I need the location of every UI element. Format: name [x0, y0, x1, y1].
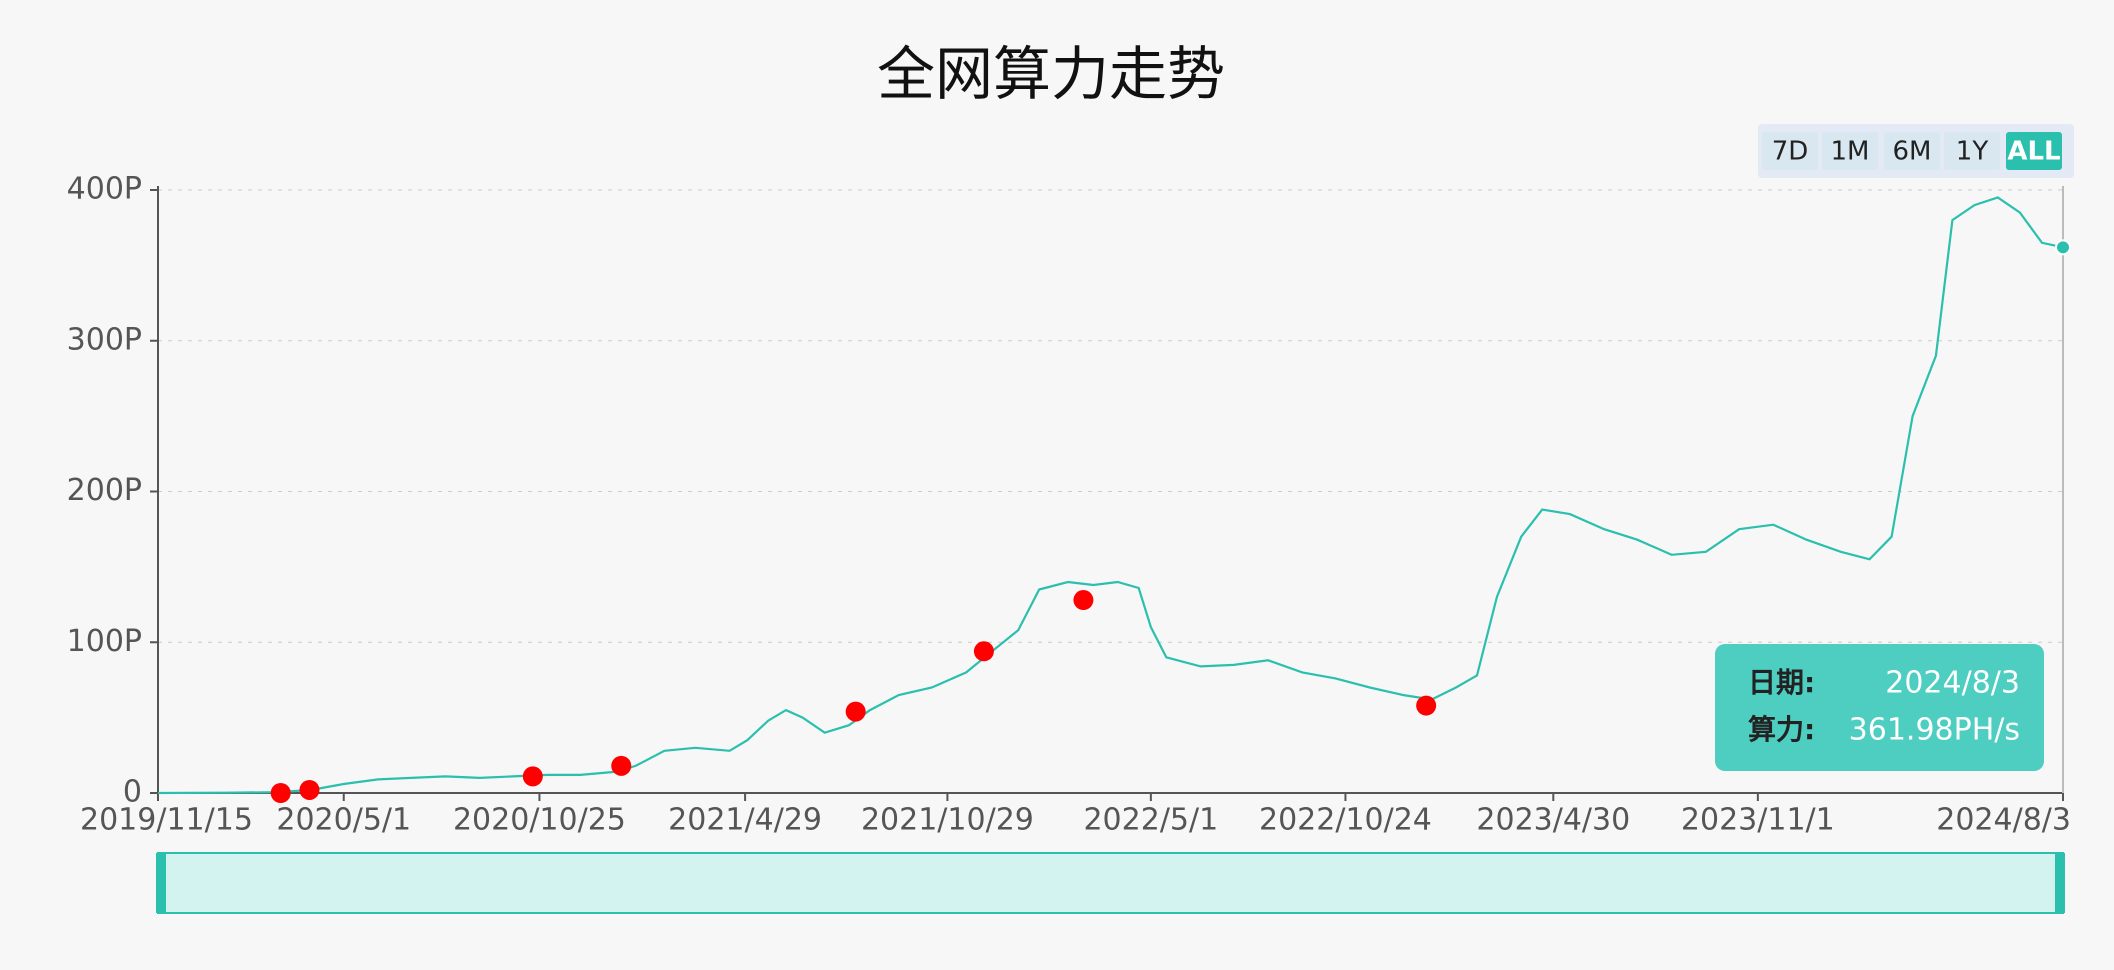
- tooltip-date: 2024/8/3: [1885, 666, 2020, 701]
- x-tick-label: 2024/8/3: [1936, 803, 2071, 838]
- event-marker: [1416, 695, 1437, 716]
- x-tick-label: 2023/11/1: [1681, 803, 1835, 838]
- tooltip-value-label: 算力:: [1748, 713, 1815, 746]
- y-tick-label: 300P: [67, 322, 142, 357]
- range-button[interactable]: [1822, 132, 1878, 170]
- range-button-label[interactable]: 7D: [1772, 137, 1809, 167]
- event-marker: [522, 766, 543, 787]
- event-marker: [973, 641, 994, 662]
- y-tick-label: 400P: [67, 172, 142, 207]
- x-tick-label: 2019/11/15: [80, 803, 253, 838]
- event-marker: [845, 701, 866, 722]
- range-button-label[interactable]: 1Y: [1956, 137, 1989, 167]
- y-tick-label: 200P: [67, 473, 142, 508]
- event-marker: [270, 783, 291, 803]
- data-line: [157, 196, 2064, 795]
- x-tick-label: 2021/10/29: [861, 803, 1034, 838]
- range-button[interactable]: [1884, 132, 1940, 170]
- x-tick-label: 2022/10/24: [1259, 803, 1432, 838]
- tooltip-value: 361.98PH/s: [1849, 713, 2020, 748]
- range-button-label[interactable]: 6M: [1893, 137, 1932, 167]
- range-button[interactable]: [2006, 132, 2062, 170]
- tooltip-date-label: 日期:: [1748, 666, 1815, 699]
- tooltip: [1715, 644, 2044, 771]
- y-tick-label: 100P: [67, 624, 142, 659]
- event-marker: [611, 755, 632, 776]
- range-button-label[interactable]: 1M: [1831, 137, 1870, 167]
- x-tick-label: 2020/10/25: [453, 803, 626, 838]
- y-tick-label: 0: [123, 775, 142, 810]
- event-marker: [299, 779, 320, 800]
- x-tick-label: 2021/4/29: [668, 803, 822, 838]
- slider-handle[interactable]: [2055, 853, 2065, 913]
- end-point: [2055, 239, 2071, 256]
- x-tick-label: 2020/5/1: [276, 803, 411, 838]
- zoom-slider[interactable]: [157, 852, 2064, 914]
- range-button[interactable]: [1944, 132, 2000, 170]
- event-marker: [1073, 590, 1094, 611]
- x-tick-label: 2023/4/30: [1476, 803, 1630, 838]
- range-button[interactable]: [1762, 132, 1818, 170]
- x-tick-label: 2022/5/1: [1083, 803, 1218, 838]
- range-button-label[interactable]: ALL: [2007, 137, 2060, 167]
- chart-title: 全网算力走势: [877, 40, 1225, 108]
- slider-handle[interactable]: [156, 853, 166, 913]
